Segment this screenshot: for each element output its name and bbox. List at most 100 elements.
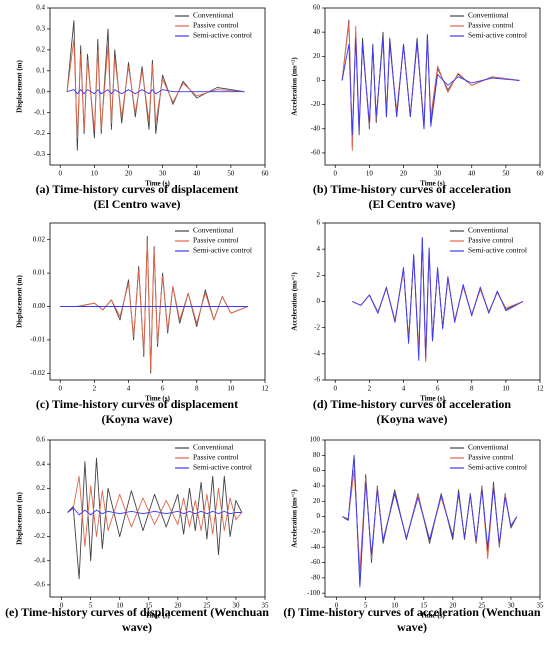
x-tick-label: 12 (262, 385, 270, 393)
x-axis-label: Time (s) (420, 180, 445, 188)
y-tick-label: -80 (311, 573, 321, 581)
x-tick-label: 25 (478, 602, 486, 610)
y-tick-label: -0.2 (34, 129, 46, 137)
y-tick-label: -0.4 (34, 556, 46, 564)
y-tick-label: 0.4 (36, 460, 45, 468)
legend-label: Semi-active control (193, 463, 252, 472)
x-tick-label: 35 (537, 602, 545, 610)
x-tick-label: 0 (58, 170, 62, 178)
series-line (341, 34, 520, 136)
x-tick-label: 35 (262, 602, 270, 610)
x-tick-label: 2 (368, 385, 372, 393)
caption: wave) (122, 620, 152, 634)
plot-frame (49, 439, 266, 598)
y-tick-label: 0 (317, 76, 321, 84)
series-line (66, 20, 245, 151)
series-line (342, 454, 518, 586)
x-tick-label: 6 (161, 385, 165, 393)
x-tick-label: 20 (400, 170, 408, 178)
y-tick-label: 0 (317, 512, 321, 520)
y-tick-label: 0.1 (36, 66, 45, 74)
y-tick-label: 40 (313, 482, 321, 490)
x-tick-label: 10 (116, 602, 124, 610)
x-tick-label: 6 (436, 385, 440, 393)
y-tick-label: 40 (313, 28, 321, 36)
y-axis-label: Acceleration (ms⁻²) (291, 489, 299, 548)
legend-label: Conventional (193, 443, 233, 452)
y-tick-label: 0.2 (36, 484, 45, 492)
x-tick-label: 10 (366, 170, 374, 178)
plot-frame (49, 222, 266, 381)
legend-label: Passive control (193, 453, 239, 462)
x-tick-label: 30 (159, 170, 167, 178)
legend-label: Passive control (468, 21, 514, 30)
y-tick-label: -60 (311, 149, 321, 157)
plot-frame (324, 439, 541, 598)
y-tick-label: 0.2 (36, 45, 45, 53)
x-tick-label: 4 (127, 385, 131, 393)
caption: (e) Time-history curves of displacement … (5, 605, 269, 619)
caption: (d) Time-history curves of acceleration (313, 397, 512, 411)
y-tick-label: -60 (311, 558, 321, 566)
legend-label: Semi-active control (193, 31, 252, 40)
y-tick-label: -40 (311, 124, 321, 132)
caption: (Koyna wave) (377, 412, 448, 426)
x-tick-label: 0 (60, 602, 64, 610)
x-axis-label: Time (s) (145, 395, 170, 403)
legend-label: Conventional (468, 11, 508, 20)
y-axis-label: Displacement (m) (16, 491, 24, 544)
y-tick-label: -0.1 (34, 108, 46, 116)
caption: (c) Time-history curves of displacement (36, 397, 238, 411)
legend-label: Passive control (193, 236, 239, 245)
legend-label: Conventional (193, 226, 233, 235)
series-line (67, 507, 242, 516)
y-tick-label: 0.6 (36, 436, 45, 444)
x-tick-label: 4 (402, 385, 406, 393)
caption: (Koyna wave) (102, 412, 173, 426)
series-line (352, 240, 524, 363)
y-tick-label: 0.0 (36, 87, 45, 95)
y-tick-label: 2 (317, 271, 321, 279)
caption: wave) (397, 620, 427, 634)
series-line (341, 22, 520, 151)
y-axis-label: Displacement (m) (16, 274, 24, 327)
caption: (f) Time-history curves of acceleration … (283, 605, 541, 619)
x-tick-label: 5 (364, 602, 368, 610)
x-tick-label: 30 (232, 602, 240, 610)
x-tick-label: 20 (174, 602, 182, 610)
y-tick-label: 0.4 (36, 4, 45, 12)
legend-label: Semi-active control (468, 463, 527, 472)
legend-label: Passive control (468, 236, 514, 245)
plot-frame (324, 7, 541, 166)
x-tick-label: 0 (58, 385, 62, 393)
x-tick-label: 10 (91, 170, 99, 178)
x-tick-label: 8 (195, 385, 199, 393)
series-line (66, 89, 245, 95)
y-tick-label: -2 (314, 323, 320, 331)
y-tick-label: 20 (313, 497, 321, 505)
y-tick-label: 100 (310, 436, 321, 444)
y-tick-label: -0.3 (34, 150, 46, 158)
y-tick-label: 0.0 (36, 508, 45, 516)
x-axis-label: Time (s) (145, 180, 170, 188)
y-tick-label: -4 (314, 349, 320, 357)
x-tick-label: 60 (262, 170, 270, 178)
y-tick-label: -20 (311, 100, 321, 108)
series-line (60, 239, 249, 371)
x-tick-label: 15 (145, 602, 153, 610)
y-tick-label: 80 (313, 451, 321, 459)
x-tick-label: 20 (449, 602, 457, 610)
y-tick-label: -100 (307, 589, 320, 597)
y-tick-label: 0 (317, 297, 321, 305)
caption: (El Centro wave) (368, 197, 455, 211)
x-tick-label: 10 (391, 602, 399, 610)
legend-label: Conventional (468, 226, 508, 235)
y-tick-label: 0.02 (33, 235, 46, 243)
y-tick-label: -0.6 (34, 581, 46, 589)
x-tick-label: 0 (333, 170, 337, 178)
x-tick-label: 40 (468, 170, 476, 178)
y-tick-label: 0.01 (33, 269, 46, 277)
y-tick-label: 60 (313, 4, 321, 12)
legend-label: Semi-active control (468, 246, 527, 255)
